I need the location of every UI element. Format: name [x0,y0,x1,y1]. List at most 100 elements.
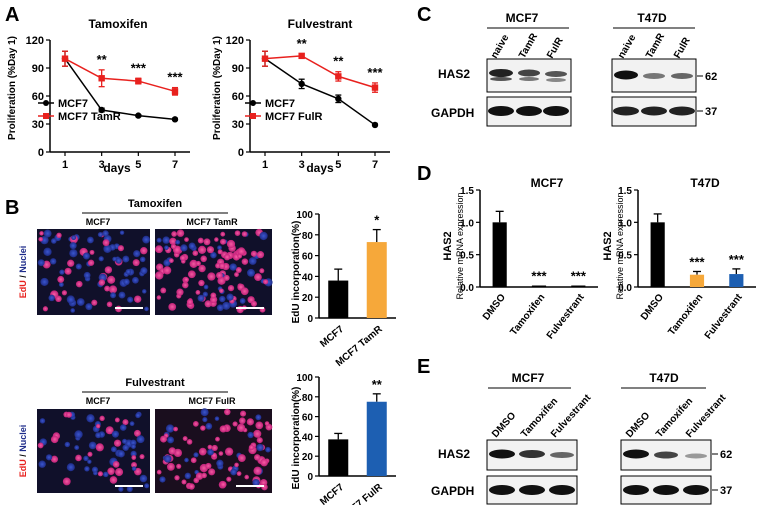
x-tick-label: 1 [62,159,68,171]
cell [103,471,109,478]
y-axis-label: EdU incorporation(%) [291,221,302,324]
significance-label: ** [97,52,108,67]
cell [218,262,226,270]
cell [214,237,219,242]
cell [108,285,118,294]
y-tick-label: 0.0 [618,283,632,294]
cell [203,238,211,246]
band [671,73,693,79]
lane-label: DMSO [490,410,518,440]
bar [729,274,744,287]
chart-title: MCF7 [531,176,564,190]
cell [248,444,255,451]
cell [96,423,101,429]
cell [255,414,262,421]
cell [239,298,246,304]
band [489,449,515,459]
cell [204,300,212,308]
y-tick-label: 120 [226,35,244,47]
panel-d-t47d: T47D HAS2 Relative mRNA expression 0.00.… [602,176,756,341]
bar [689,274,705,287]
band [519,77,539,81]
cell [64,441,71,448]
cell [139,454,145,460]
cell [180,244,188,252]
legend: MCF7 MCF7 FulR [245,98,322,123]
cell [226,239,236,249]
legend-label-mcf7: MCF7 [265,98,295,110]
bar [492,222,507,287]
cell [76,298,85,306]
cell [74,445,80,451]
cell [159,476,166,483]
significance-label: *** [571,269,587,284]
row-label-has2: HAS2 [438,447,470,461]
cell [130,439,137,446]
y-tick-label: 1.0 [460,218,474,229]
cell [123,278,130,286]
cell [75,454,82,462]
y-tick-label: 80 [302,231,314,242]
cell [237,253,243,259]
band [613,106,639,116]
image-label-right: MCF7 FulR [189,396,236,406]
cell [74,430,83,439]
cell [189,259,198,268]
legend-marker-tamr [43,113,49,119]
y-tick-label: 60 [302,413,314,424]
cell [162,236,170,244]
data-point [171,88,179,95]
band [623,485,649,495]
cell [210,292,217,299]
row-label-gapdh: GAPDH [431,484,474,498]
legend-label-mcf7: MCF7 [58,98,88,110]
lane-label: TamR [644,31,667,61]
significance-label: ** [297,36,308,51]
cell [164,245,169,250]
cell [160,435,167,443]
cell [66,463,75,472]
cell [64,267,72,275]
cell [176,229,185,237]
cell [186,298,194,306]
band [549,485,575,495]
cell [134,295,142,303]
band [518,69,540,77]
cell [250,300,257,307]
x-tick-label: 5 [335,159,341,171]
cell [236,471,242,476]
cell [253,466,262,475]
cell [183,276,189,283]
cell [115,257,122,264]
cell [240,410,247,417]
significance-label: *** [729,252,745,267]
cell [202,417,208,423]
cell [241,258,249,265]
cell [111,430,119,438]
cell [103,244,112,254]
cell [201,472,207,479]
cell [219,288,224,294]
x-axis-label: days [306,161,334,175]
cell [119,230,125,235]
cell [84,466,90,472]
cell [87,236,94,244]
cell [88,441,97,450]
cell [198,447,207,456]
cell [190,457,197,464]
y-tick-label: 1.0 [618,218,632,229]
x-tick-label: 1 [262,159,268,171]
y-axis-label: EdU incorporation(%) [291,387,302,490]
cell [217,245,222,251]
cell [237,454,246,462]
cell [98,279,106,286]
panel-label-c: C [417,4,431,26]
cell [224,408,231,416]
x-tick-label: MCF7 [318,482,346,505]
image-label-right: MCF7 TamR [186,217,238,227]
cell [142,235,151,244]
cell [119,424,127,431]
x-axis-label: days [103,161,131,175]
cell [91,299,98,306]
